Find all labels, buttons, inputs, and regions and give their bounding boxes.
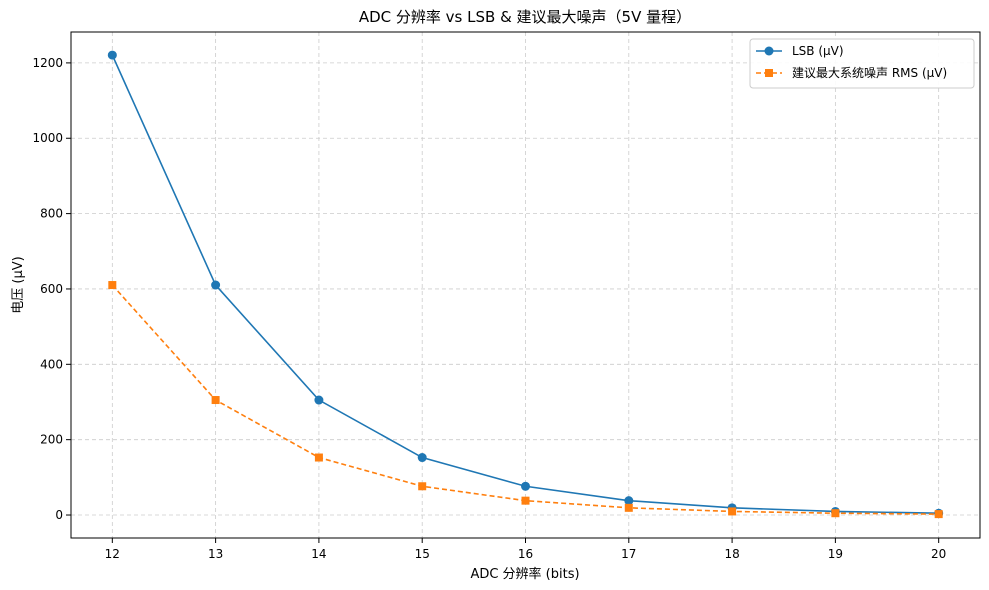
- y-tick-label: 600: [40, 282, 63, 296]
- legend-marker-noise: [765, 69, 773, 77]
- data-point-0-5: [624, 496, 634, 506]
- data-point-1-5: [624, 503, 633, 512]
- x-tick-label: 18: [724, 547, 739, 561]
- y-tick-label: 400: [40, 357, 63, 371]
- y-axis: 0 200 400 600 800 1000 1200: [32, 56, 71, 522]
- y-tick-label: 200: [40, 433, 63, 447]
- y-tick-label: 1000: [32, 131, 63, 145]
- data-point-0-1: [211, 280, 221, 290]
- legend: LSB (μV) 建议最大系统噪声 RMS (μV): [749, 38, 975, 89]
- x-axis: 12 13 14 15 16 17 18 19 20: [105, 538, 946, 561]
- data-point-1-2: [314, 453, 323, 462]
- y-tick-label: 800: [40, 207, 63, 221]
- chart-title: ADC 分辨率 vs LSB & 建议最大噪声（5V 量程）: [359, 8, 691, 26]
- data-point-1-7: [831, 509, 840, 518]
- legend-label-lsb: LSB (μV): [792, 44, 844, 58]
- x-tick-label: 12: [105, 547, 120, 561]
- y-axis-label: 电压 (μV): [11, 256, 26, 313]
- y-tick-label: 0: [55, 508, 63, 522]
- x-tick-label: 19: [828, 547, 843, 561]
- series-layer: [107, 50, 944, 519]
- x-tick-label: 20: [931, 547, 946, 561]
- legend-box: [749, 38, 975, 89]
- x-axis-label: ADC 分辨率 (bits): [470, 566, 579, 582]
- data-point-0-3: [417, 453, 427, 463]
- y-tick-label: 1200: [32, 56, 63, 70]
- x-tick-label: 14: [311, 547, 326, 561]
- data-point-1-4: [521, 496, 530, 505]
- data-point-0-0: [107, 50, 117, 60]
- x-tick-label: 15: [415, 547, 430, 561]
- data-point-0-4: [521, 481, 530, 491]
- data-point-1-3: [418, 482, 427, 491]
- data-point-1-0: [108, 281, 117, 290]
- x-tick-label: 13: [208, 547, 223, 561]
- grid: [71, 32, 980, 538]
- legend-marker-lsb: [764, 46, 774, 56]
- data-point-0-2: [314, 395, 324, 405]
- x-tick-label: 17: [621, 547, 636, 561]
- data-point-1-8: [934, 510, 943, 519]
- legend-label-noise: 建议最大系统噪声 RMS (μV): [792, 66, 947, 80]
- data-point-1-6: [728, 507, 737, 516]
- x-tick-label: 16: [518, 547, 533, 561]
- data-point-1-1: [211, 396, 220, 405]
